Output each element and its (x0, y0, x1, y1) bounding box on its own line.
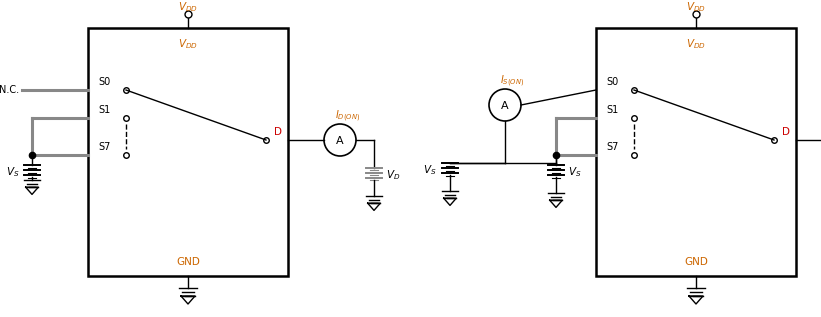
Text: $V_S$: $V_S$ (6, 165, 19, 179)
Text: GND: GND (176, 257, 200, 267)
Text: $V_{DD}$: $V_{DD}$ (686, 0, 706, 14)
Text: S1: S1 (606, 105, 618, 115)
Text: $V_{DD}$: $V_{DD}$ (178, 0, 198, 14)
Text: $V_{DD}$: $V_{DD}$ (686, 37, 706, 51)
Text: GND: GND (684, 257, 708, 267)
Bar (596, 28, 796, 276)
Text: $V_S$: $V_S$ (423, 163, 436, 177)
Text: A: A (336, 136, 344, 146)
Text: $I_{S(ON)}$: $I_{S(ON)}$ (500, 73, 525, 89)
Text: S7: S7 (98, 142, 110, 152)
Text: $V_{DD}$: $V_{DD}$ (178, 37, 198, 51)
Text: S1: S1 (98, 105, 110, 115)
Text: D: D (274, 127, 282, 137)
Text: S7: S7 (606, 142, 618, 152)
Text: N.C.: N.C. (0, 85, 19, 95)
Bar (88, 28, 288, 276)
Text: A: A (501, 101, 509, 111)
Text: D: D (782, 127, 790, 137)
Text: $V_S$: $V_S$ (568, 165, 581, 179)
Text: $I_{D(ON)}$: $I_{D(ON)}$ (335, 108, 360, 124)
Text: S0: S0 (606, 77, 618, 87)
Text: S0: S0 (98, 77, 110, 87)
Text: $V_D$: $V_D$ (386, 168, 401, 182)
